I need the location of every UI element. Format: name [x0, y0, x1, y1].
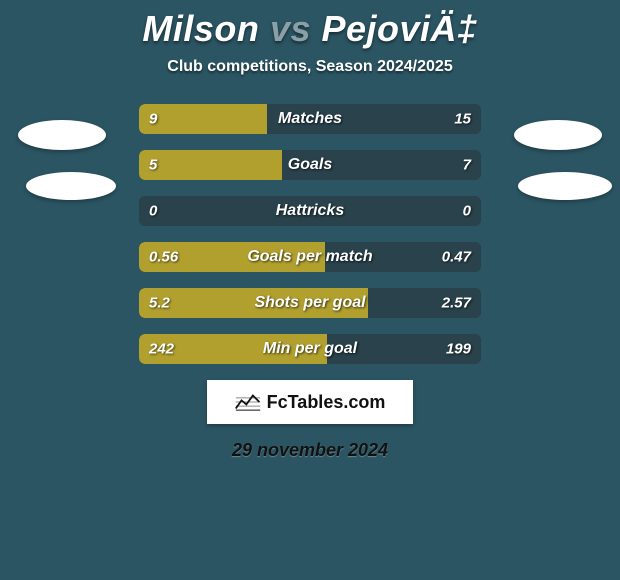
- player2-avatar-1: [514, 120, 602, 150]
- comparison-bars: 915Matches57Goals00Hattricks0.560.47Goal…: [139, 104, 481, 364]
- stat-row: 0 0Hattricks: [139, 196, 481, 226]
- brand-icon: [235, 392, 261, 412]
- brand-text: FcTables.com: [267, 392, 386, 413]
- stat-left-value: 5: [149, 157, 157, 174]
- stat-label: Hattricks: [139, 202, 481, 220]
- stat-right-value: 15: [454, 111, 471, 128]
- stat-left-value: 0.56: [149, 249, 178, 266]
- stat-row: 0.560.47Goals per match: [139, 242, 481, 272]
- date-text: 29 november 2024: [0, 440, 620, 461]
- stat-row: 5.22.57Shots per goal: [139, 288, 481, 318]
- stat-right-value: 0: [463, 203, 471, 220]
- subtitle: Club competitions, Season 2024/2025: [0, 58, 620, 76]
- player2-avatar-2: [518, 172, 612, 200]
- stat-left-value: 0: [149, 203, 157, 220]
- brand-badge: FcTables.com: [207, 380, 413, 424]
- player1-avatar-2: [26, 172, 116, 200]
- infographic-container: Milson vs PejoviÄ‡ Club competitions, Se…: [0, 0, 620, 580]
- stat-left-fill: [139, 150, 282, 180]
- stat-right-value: 2.57: [442, 295, 471, 312]
- player1-name: Milson: [142, 8, 259, 49]
- player1-avatar-1: [18, 120, 106, 150]
- stat-row: 57Goals: [139, 150, 481, 180]
- stat-right-value: 7: [463, 157, 471, 174]
- stat-right-value: 0.47: [442, 249, 471, 266]
- stat-left-fill: [139, 104, 267, 134]
- player2-name: PejoviÄ‡: [322, 8, 478, 49]
- stat-right-fill: [282, 150, 481, 180]
- vs-text: vs: [270, 8, 311, 49]
- stat-left-value: 5.2: [149, 295, 170, 312]
- stat-row: 242199Min per goal: [139, 334, 481, 364]
- stat-left-fill: [139, 288, 368, 318]
- stat-right-value: 199: [446, 341, 471, 358]
- stat-row: 915Matches: [139, 104, 481, 134]
- stat-left-value: 242: [149, 341, 174, 358]
- stat-left-value: 9: [149, 111, 157, 128]
- stat-right-fill: [267, 104, 481, 134]
- title: Milson vs PejoviÄ‡: [0, 8, 620, 50]
